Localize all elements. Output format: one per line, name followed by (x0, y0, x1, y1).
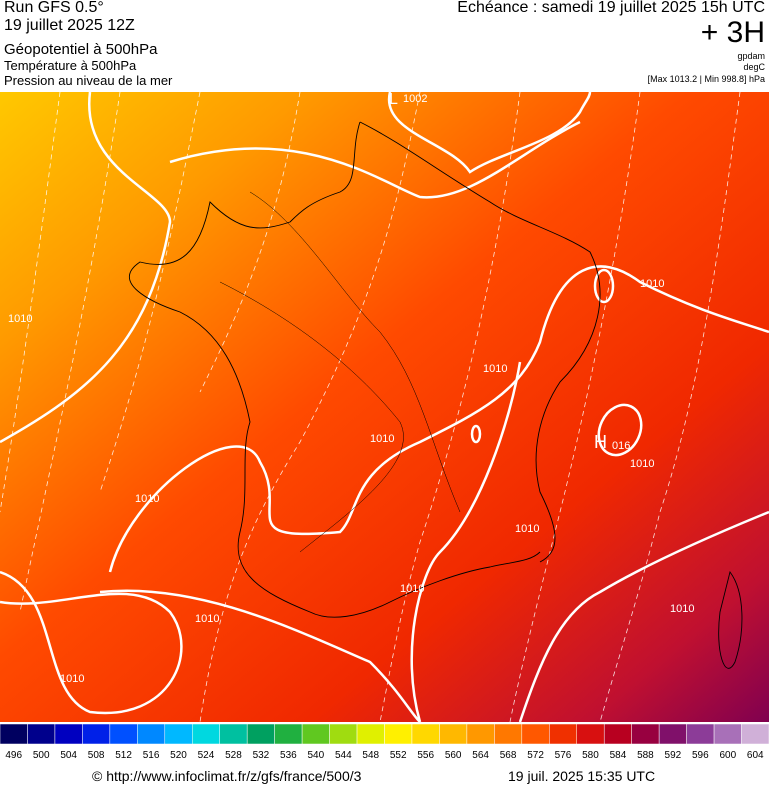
forecast-time: Echéance : samedi 19 juillet 2025 15h UT… (457, 0, 765, 16)
colorbar-label: 596 (692, 750, 709, 761)
colorbar-swatch (82, 723, 111, 745)
colorbar-swatch (164, 723, 193, 745)
colorbar-swatch (219, 723, 248, 745)
colorbar-label: 500 (33, 750, 50, 761)
isobar-label: 1010 (195, 613, 219, 625)
colorbar-label: 520 (170, 750, 187, 761)
colorbar-label: 572 (527, 750, 544, 761)
colorbar-label: 548 (362, 750, 379, 761)
colorbar-swatch (54, 723, 83, 745)
colorbar-label: 524 (198, 750, 215, 761)
field-2: Température à 500hPa (4, 58, 137, 73)
colorbar-swatch (658, 723, 687, 745)
isobar-label: 1010 (483, 363, 507, 375)
colorbar-swatch (137, 723, 166, 745)
colorbar-swatch (0, 723, 28, 745)
colorbar-label: 552 (390, 750, 407, 761)
unit-gpdam: gpdam (737, 51, 765, 61)
colorbar-label: 496 (5, 750, 22, 761)
source-url: © http://www.infoclimat.fr/z/gfs/france/… (92, 768, 362, 784)
colorbar-swatch (356, 723, 385, 745)
low-marker: L (389, 92, 398, 108)
isobar-label: 1010 (400, 583, 424, 595)
run-title: Run GFS 0.5° (4, 0, 104, 16)
field-3: Pression au niveau de la mer (4, 73, 173, 88)
colorbar-label: 556 (417, 750, 434, 761)
isobar-label: 1010 (630, 458, 654, 470)
colorbar-label: 560 (445, 750, 462, 761)
colorbar-label: 588 (637, 750, 654, 761)
isobar-label: 1010 (60, 673, 84, 685)
colorbar-label: 540 (307, 750, 324, 761)
field-1: Géopotentiel à 500hPa (4, 41, 158, 58)
colorbar-swatch (109, 723, 138, 745)
colorbar-swatch (521, 723, 550, 745)
high-marker: H (594, 432, 607, 452)
colorbar-label: 532 (253, 750, 270, 761)
isobar-label: 1010 (515, 523, 539, 535)
colorbar-swatch (27, 723, 56, 745)
map: L 1002 H 016 1010 1010 1010 1010 1010 10… (0, 92, 769, 722)
colorbar-label: 576 (555, 750, 572, 761)
colorbar-swatch (439, 723, 468, 745)
unit-degc: degC (743, 62, 765, 72)
isobar-label: 1002 (403, 93, 427, 105)
run-date: 19 juillet 2025 12Z (4, 17, 135, 34)
colorbar-label: 516 (143, 750, 160, 761)
pressure-range: [Max 1013.2 | Min 998.8] hPa (647, 74, 765, 84)
colorbar-swatch (741, 723, 769, 745)
isobar-label: 1010 (370, 433, 394, 445)
colorbar-swatch (301, 723, 330, 745)
colorbar-swatch (384, 723, 413, 745)
isobar-label: 016 (612, 440, 630, 452)
isobar-label: 1010 (640, 278, 664, 290)
colorbar-label: 568 (500, 750, 517, 761)
colorbar-swatch (494, 723, 523, 745)
temperature-field (0, 92, 769, 722)
colorbar-label: 600 (719, 750, 736, 761)
colorbar-swatch (411, 723, 440, 745)
forecast-step: + 3H (700, 16, 765, 49)
colorbar-swatch (466, 723, 495, 745)
colorbar-label: 564 (472, 750, 489, 761)
isobar-labels: L 1002 H 016 1010 1010 1010 1010 1010 10… (8, 92, 694, 685)
colorbar-swatch (576, 723, 605, 745)
isobar-label: 1010 (670, 603, 694, 615)
colorbar: 496 500 504 508 512 516 520 524 528 532 536 540 544 5… (0, 723, 769, 761)
colorbar-swatch (686, 723, 715, 745)
colorbar-label: 508 (88, 750, 105, 761)
colorbar-swatch (631, 723, 660, 745)
colorbar-swatch (329, 723, 358, 745)
colorbar-label: 544 (335, 750, 352, 761)
colorbar-swatch (274, 723, 303, 745)
generated-time: 19 juil. 2025 15:35 UTC (508, 768, 656, 784)
geopotential-lines (0, 92, 741, 722)
colorbar-label: 504 (60, 750, 77, 761)
colorbar-label: 580 (582, 750, 599, 761)
colorbar-label: 592 (665, 750, 682, 761)
colorbar-swatch (192, 723, 220, 745)
colorbar-label: 536 (280, 750, 297, 761)
colorbar-label: 584 (610, 750, 627, 761)
colorbar-swatch (246, 723, 275, 745)
isobar-label: 1010 (135, 493, 159, 505)
isobar-label: 1010 (8, 313, 32, 325)
colorbar-swatch (603, 723, 632, 745)
colorbar-label: 604 (747, 750, 764, 761)
coastlines (129, 121, 743, 669)
colorbar-swatch (713, 723, 742, 745)
colorbar-swatch (549, 723, 577, 745)
isobars (0, 92, 769, 722)
colorbar-label: 512 (115, 750, 132, 761)
colorbar-label: 528 (225, 750, 242, 761)
